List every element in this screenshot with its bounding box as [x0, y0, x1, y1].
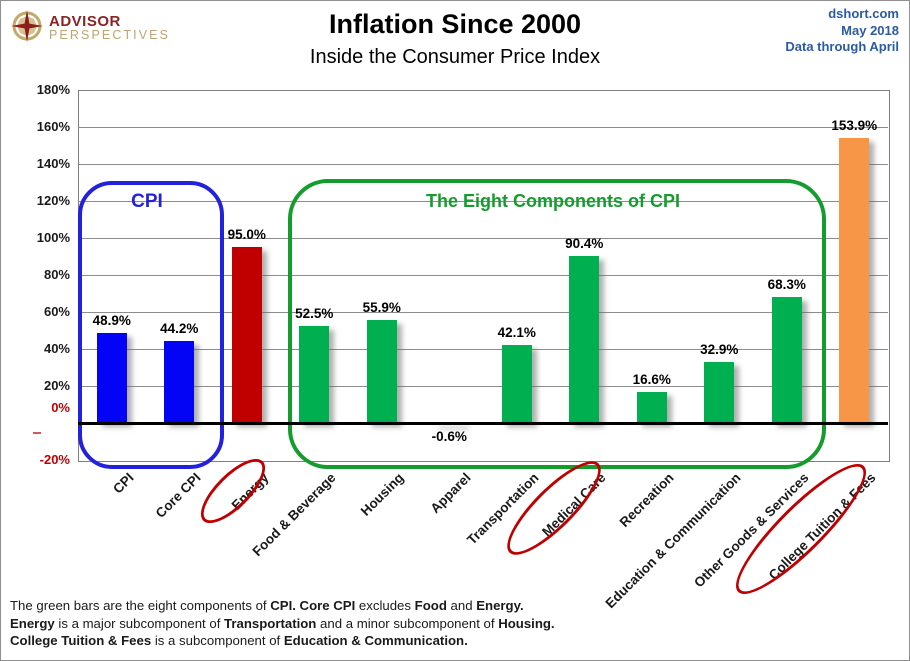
- footnote-text: The green bars are the eight components …: [10, 597, 555, 650]
- logo-wordmark: ADVISOR PERSPECTIVES: [49, 13, 171, 42]
- gridline: [78, 164, 888, 165]
- footnote-line: College Tuition & Fees is a subcomponent…: [10, 632, 555, 650]
- bar-value-label: 42.1%: [497, 325, 536, 341]
- x-axis-label: Education & Communication: [602, 470, 744, 612]
- x-axis-label: Apparel: [427, 470, 474, 517]
- footnote-term: Food: [414, 598, 447, 613]
- chart-title: Inflation Since 2000: [328, 9, 582, 39]
- zero-axis-line: [78, 421, 888, 425]
- footnote-text-segment: is a major subcomponent of: [54, 615, 225, 631]
- footnote-term: Housing.: [498, 615, 555, 631]
- bar: [501, 345, 532, 423]
- gridline: [78, 349, 888, 350]
- components-group-label: The Eight Components of CPI: [426, 191, 680, 211]
- gridline: [78, 312, 888, 313]
- footnote-text-segment: and: [446, 598, 477, 613]
- footnote-text-segment: and a minor subcomponent of: [316, 615, 499, 631]
- bar: [96, 332, 127, 423]
- components-group-box: [288, 179, 826, 469]
- y-axis-label: 100%: [36, 230, 70, 245]
- source-attribution: dshort.com May 2018 Data through April: [785, 6, 899, 56]
- footnote-line: The green bars are the eight components …: [10, 597, 555, 615]
- bar-value-label: 90.4%: [565, 235, 604, 251]
- bar: [771, 296, 802, 423]
- bar: [636, 392, 667, 423]
- logo-brand-bottom: PERSPECTIVES: [49, 28, 171, 42]
- y-axis-label: 180%: [36, 82, 70, 97]
- x-axis-label: Core CPI: [152, 470, 204, 521]
- x-axis-label: Recreation: [616, 470, 677, 530]
- bar: [299, 325, 330, 423]
- footnote-term: Transportation: [224, 615, 317, 631]
- bar-value-label: 55.9%: [362, 299, 401, 315]
- plot-area: [78, 90, 890, 462]
- bar-value-label: 95.0%: [227, 227, 266, 243]
- bar-value-label: 153.9%: [831, 118, 878, 134]
- y-axis-label: 40%: [43, 341, 70, 356]
- cpi-group-box: [78, 181, 224, 469]
- compass-logo-icon: [10, 9, 44, 48]
- chart-subtitle: Inside the Consumer Price Index: [309, 46, 601, 68]
- y-axis-label: 120%: [36, 193, 70, 208]
- source-date: May 2018: [841, 22, 899, 38]
- y-axis-label: 80%: [43, 267, 70, 282]
- logo-brand-top: ADVISOR: [49, 13, 121, 30]
- footnote-term: College Tuition & Fees: [10, 633, 152, 649]
- footnote-term: Education & Communication.: [283, 633, 468, 649]
- footnote-term: CPI. Core CPI: [270, 598, 356, 613]
- bar-value-label: -0.6%: [431, 429, 467, 444]
- footnote-term: Energy.: [476, 598, 524, 613]
- y-axis-label: 0%: [51, 400, 70, 415]
- source-note: Data through April: [785, 39, 899, 54]
- bar: [231, 247, 262, 423]
- gridline: [78, 386, 888, 387]
- x-axis-label: CPI: [109, 470, 137, 497]
- bar-value-label: 52.5%: [295, 305, 334, 321]
- footnote-line: Energy is a major subcomponent of Transp…: [10, 615, 555, 633]
- gridline: [78, 275, 888, 276]
- x-axis-label: Housing: [357, 470, 407, 519]
- footnote-term: Energy: [10, 615, 55, 631]
- bar: [704, 362, 735, 423]
- y-axis-label: 20%: [43, 378, 70, 393]
- bar-value-label: 48.9%: [92, 312, 131, 328]
- y-axis-label: -20%: [39, 452, 70, 467]
- footnote-text-segment: excludes: [355, 598, 415, 613]
- bar-value-label: 32.9%: [700, 342, 739, 358]
- y-axis-label: 60%: [43, 304, 70, 319]
- gridline: [78, 127, 888, 128]
- bar-value-label: 44.2%: [160, 321, 199, 337]
- footnote-text-segment: is a subcomponent of: [151, 633, 284, 649]
- footnote-text-segment: The green bars are the eight components …: [10, 598, 271, 613]
- source-site: dshort.com: [828, 6, 899, 21]
- zero-tick-mark: [33, 432, 41, 434]
- gridline: [78, 238, 888, 239]
- y-axis-label: 160%: [36, 119, 70, 134]
- y-axis-label: 140%: [36, 156, 70, 171]
- bar: [366, 319, 397, 423]
- bar-value-label: 16.6%: [632, 372, 671, 388]
- gridline: [78, 201, 888, 202]
- bar: [839, 138, 870, 423]
- bar: [569, 255, 600, 423]
- bar: [164, 341, 195, 423]
- cpi-group-label: CPI: [131, 191, 163, 212]
- bar-value-label: 68.3%: [767, 276, 806, 292]
- advisor-perspectives-logo: ADVISOR PERSPECTIVES: [10, 9, 170, 48]
